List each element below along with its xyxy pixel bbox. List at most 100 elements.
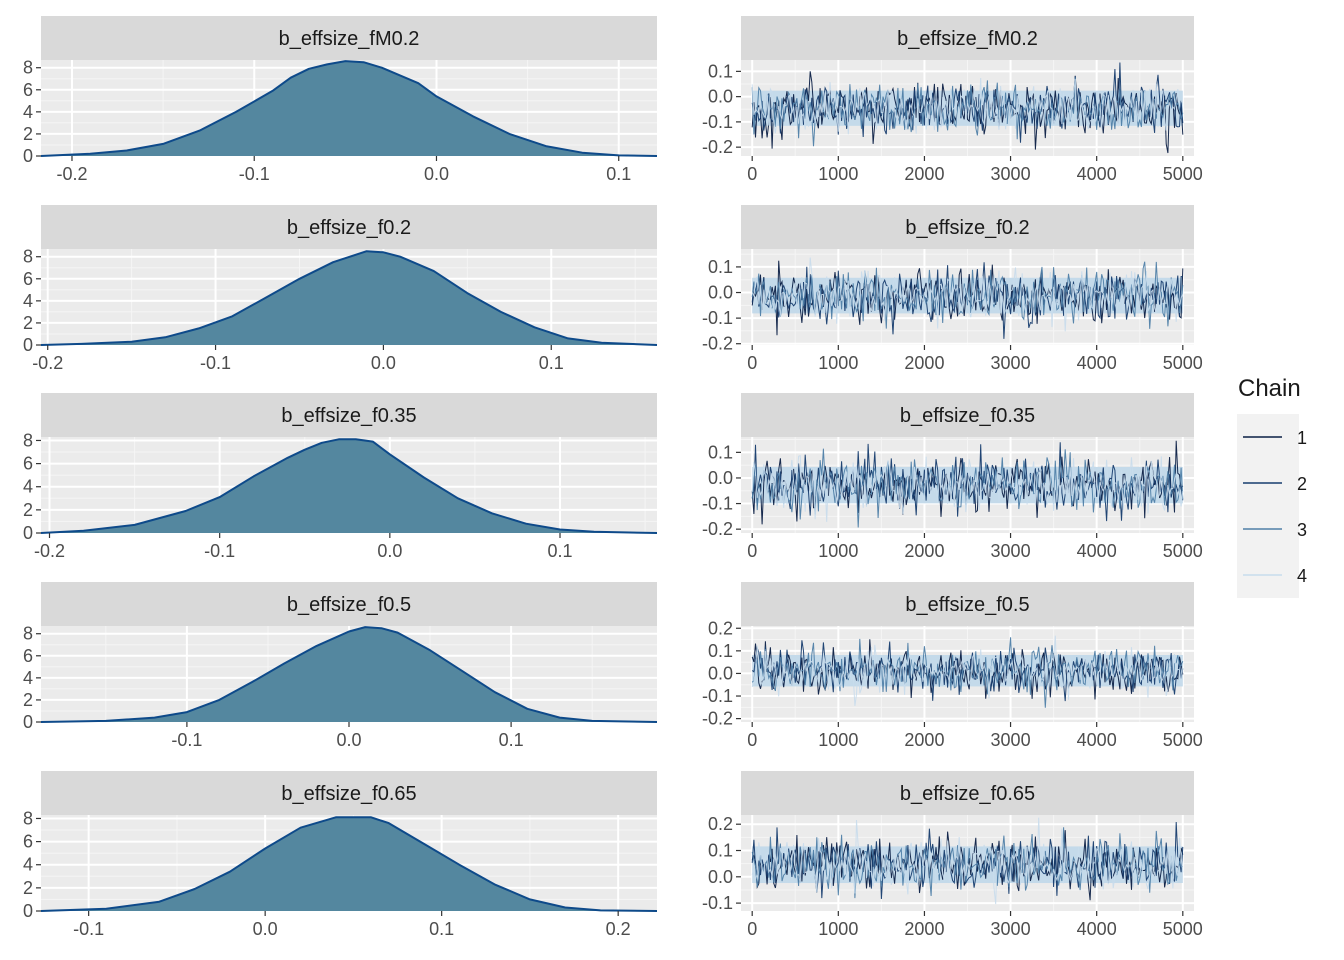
legend-key-background <box>1237 414 1299 598</box>
panel-b-effsize-f0-65-density: b_effsize_f0.65 -0.1 0.0 0.1 0.2 0 2 4 6 8 <box>23 771 658 939</box>
trace-chain-1-b-effsize-f0-5-trace <box>751 639 1184 700</box>
y-tick-label: -0.1 <box>702 893 733 913</box>
y-tick-label: 8 <box>23 624 33 644</box>
panels: b_effsize_fM0.2-0.2 -0.1 0.0 0.102468b_effs… <box>23 16 1203 939</box>
x-tick-label: 1000 <box>818 541 858 561</box>
strip-label-b-effsize-f0-5-trace: b_effsize_f0.5 <box>905 594 1029 616</box>
x-tick-label: 0 <box>747 353 757 373</box>
panel-b-effsize-f0-65-trace: b_effsize_f0.65 0 1000 2000 3000 4000 5000 -0.1… <box>702 771 1203 939</box>
strip-label-b-effsize-f0-2-trace: b_effsize_f0.2 <box>905 217 1029 239</box>
trace-chain-4-b-effsize-f0-65-trace <box>751 817 1184 905</box>
x-tick-label: -0.2 <box>34 541 65 561</box>
strip-b-effsize-f0-2-density <box>41 205 657 249</box>
x-tick-label: 0.0 <box>336 730 361 750</box>
axes-b-effsize-f0-65-trace: 0 1000 2000 3000 4000 5000 -0.1 0.0 0.1 0.2 <box>702 814 1203 939</box>
trace-chain-3-b-effsize-f0-5-trace <box>751 637 1184 708</box>
y-tick-label: 0 <box>23 335 33 355</box>
y-tick-label: 0 <box>23 523 33 543</box>
x-tick-label: 1000 <box>818 164 858 184</box>
strip-b-effsize-f0-2-trace <box>741 205 1194 249</box>
x-tick-label: 3000 <box>991 730 1031 750</box>
strip-label-b-effsize-f0-2-density: b_effsize_f0.2 <box>287 217 411 239</box>
x-tick-label: 0 <box>747 730 757 750</box>
y-tick-label: 0.1 <box>708 442 733 462</box>
y-tick-label: -0.2 <box>702 334 733 354</box>
panel-b-effsize-f0-5-trace: b_effsize_f0.5 0 1000 2000 3000 4000 5000 -0.2 -… <box>702 582 1203 750</box>
y-tick-label: 6 <box>23 80 33 100</box>
x-tick-label: 2000 <box>904 353 944 373</box>
y-tick-label: 0.0 <box>708 87 733 107</box>
data-b-effsize-f0-2-trace <box>751 257 1184 339</box>
legend-item-2: 2 <box>1243 474 1307 494</box>
density-area-b-effsize-f0-35-density <box>41 439 657 533</box>
x-tick-label: 0.1 <box>547 541 572 561</box>
x-tick-label: 5000 <box>1163 541 1203 561</box>
panel-b-effsize-f0-2-trace: b_effsize_f0.2 0 1000 2000 3000 4000 5000 -0.2 -… <box>702 205 1203 373</box>
strip-b-effsize-f0-5-density <box>41 582 657 626</box>
trace-chain-4-b-effsize-fm0-2-trace <box>751 77 1184 135</box>
strip-label-b-effsize-f0-35-density: b_effsize_f0.35 <box>281 405 416 427</box>
density-line-b-effsize-f0-5-density <box>40 626 658 723</box>
axes-b-effsize-f0-35-trace: 0 1000 2000 3000 4000 5000 -0.2 -0.1 0.0 0.1 <box>702 442 1203 561</box>
density-area-b-effsize-fm0-2-density <box>41 61 657 156</box>
data-b-effsize-f0-65-density <box>40 816 658 912</box>
strip-label-b-effsize-f0-5-density: b_effsize_f0.5 <box>287 594 411 616</box>
strip-label-b-effsize-f0-65-density: b_effsize_f0.65 <box>281 783 416 805</box>
y-tick-label: -0.2 <box>702 519 733 539</box>
y-tick-label: -0.2 <box>702 709 733 729</box>
y-tick-label: 6 <box>23 454 33 474</box>
x-tick-label: -0.1 <box>239 164 270 184</box>
x-tick-label: 0.0 <box>371 353 396 373</box>
density-line-b-effsize-f0-35-density <box>40 438 658 534</box>
y-tick-label: 6 <box>23 832 33 852</box>
chain-legend: Chain 1 2 3 4 <box>1237 375 1307 598</box>
x-tick-label: 4000 <box>1077 164 1117 184</box>
x-tick-label: 4000 <box>1077 919 1117 939</box>
strip-b-effsize-f0-5-trace <box>741 582 1194 626</box>
x-tick-label: 3000 <box>991 541 1031 561</box>
y-tick-label: 2 <box>23 878 33 898</box>
x-tick-label: -0.1 <box>204 541 235 561</box>
panel-b-effsize-f0-35-trace: b_effsize_f0.35 0 1000 2000 3000 4000 5000 -0.2… <box>702 393 1203 561</box>
data-b-effsize-f0-35-trace <box>751 440 1184 528</box>
y-tick-label: -0.1 <box>702 686 733 706</box>
legend-label-3: 3 <box>1297 520 1307 540</box>
data-b-effsize-fm0-2-trace <box>751 62 1184 154</box>
data-b-effsize-f0-65-trace <box>751 817 1184 905</box>
y-tick-label: 0.0 <box>708 867 733 887</box>
trace-chain-4-b-effsize-f0-2-trace <box>751 257 1184 332</box>
x-tick-label: 2000 <box>904 164 944 184</box>
axes-b-effsize-f0-2-trace: 0 1000 2000 3000 4000 5000 -0.2 -0.1 0.0 0.1 <box>702 257 1203 373</box>
strip-label-b-effsize-f0-35-trace: b_effsize_f0.35 <box>900 405 1035 427</box>
density-area-b-effsize-f0-5-density <box>41 627 657 722</box>
trace-chain-3-b-effsize-f0-65-trace <box>751 827 1183 899</box>
x-tick-label: 5000 <box>1163 730 1203 750</box>
x-tick-label: 0.1 <box>499 730 524 750</box>
x-tick-label: 0.0 <box>253 919 278 939</box>
x-tick-label: 2000 <box>904 730 944 750</box>
y-tick-label: 2 <box>23 500 33 520</box>
y-tick-label: 0 <box>23 901 33 921</box>
y-tick-label: 0.2 <box>708 618 733 638</box>
legend-item-4: 4 <box>1243 566 1307 586</box>
axes-b-effsize-fm0-2-trace: 0 1000 2000 3000 4000 5000 -0.2 -0.1 0.0 0.1 <box>702 61 1203 184</box>
x-tick-label: 4000 <box>1077 541 1117 561</box>
y-tick-label: 6 <box>23 646 33 666</box>
trace-chain-4-b-effsize-f0-5-trace <box>751 635 1184 706</box>
panel-b-effsize-f0-35-density: b_effsize_f0.35 -0.2 -0.1 0.0 0.1 0 2 4 6 8 <box>23 393 658 561</box>
y-tick-label: 0.1 <box>708 257 733 277</box>
trace-chain-4-b-effsize-f0-35-trace <box>751 455 1184 522</box>
x-tick-label: -0.2 <box>56 164 87 184</box>
axes-b-effsize-f0-5-trace: 0 1000 2000 3000 4000 5000 -0.2 -0.1 0.00.1 0.2 <box>702 618 1203 750</box>
x-tick-label: 4000 <box>1077 730 1117 750</box>
x-tick-label: 0 <box>747 541 757 561</box>
y-tick-label: 8 <box>23 247 33 267</box>
y-tick-label: 2 <box>23 690 33 710</box>
y-tick-label: 4 <box>23 855 33 875</box>
legend-items: 1 2 3 4 <box>1243 428 1307 586</box>
y-tick-label: 2 <box>23 124 33 144</box>
data-b-effsize-f0-35-density <box>40 438 658 534</box>
density-line-b-effsize-f0-2-density <box>40 250 658 346</box>
